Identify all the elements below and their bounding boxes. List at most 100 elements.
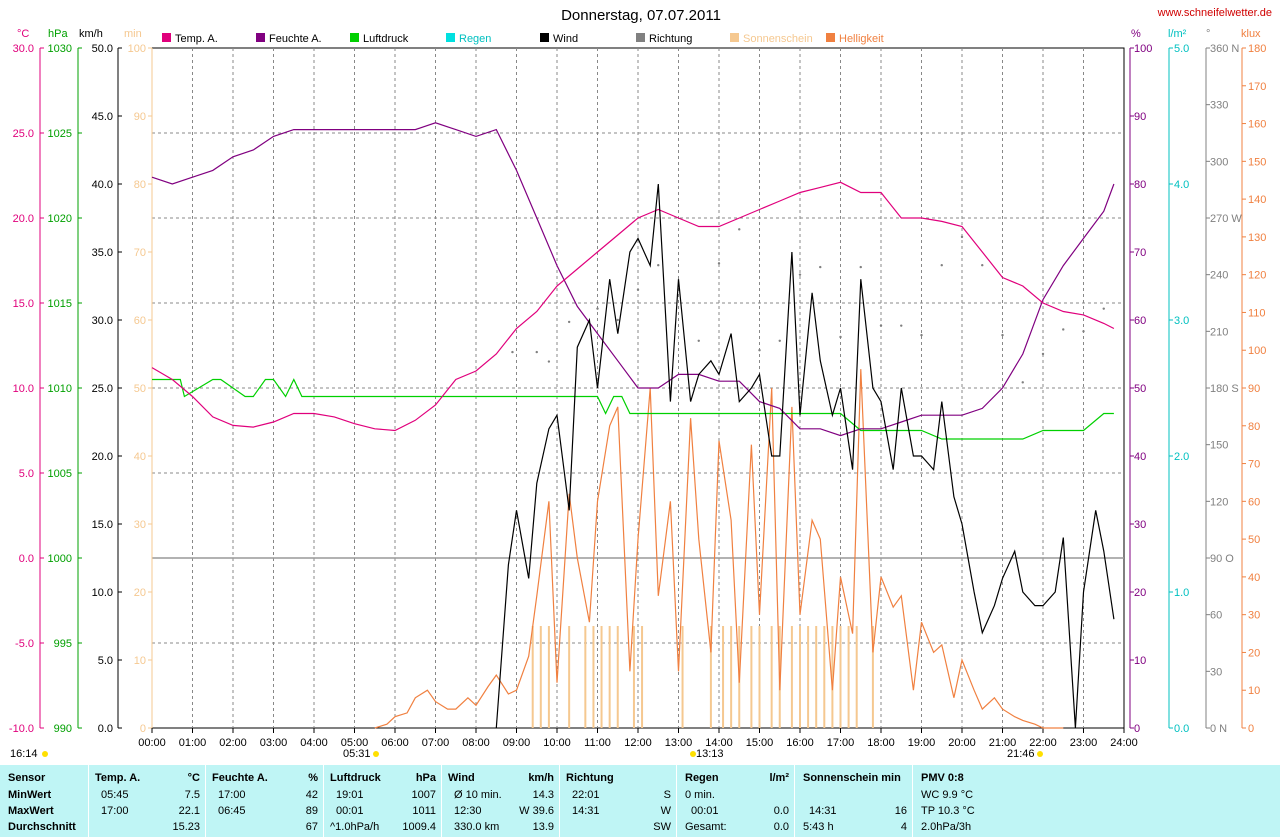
stats-humidity-min-time: 17:00 — [218, 789, 246, 801]
temp-tick-label: 25.0 — [13, 128, 34, 140]
temp-tick-label: 30.0 — [13, 43, 34, 55]
stats-direction-title: Richtung — [566, 772, 614, 784]
rain-tick-label: 3.0 — [1174, 315, 1189, 327]
unit-hpa: hPa — [48, 28, 68, 40]
stats-humidity-max: 89 — [305, 805, 318, 817]
x-tick-label: 14:00 — [705, 737, 733, 749]
humidity-tick-label: 50 — [1134, 383, 1146, 395]
direction-point — [567, 320, 571, 324]
klux-tick-label: 80 — [1248, 421, 1260, 433]
kmh-tick-label: 50.0 — [92, 43, 113, 55]
min-tick-label: 60 — [134, 315, 146, 327]
min-tick-label: 40 — [134, 451, 146, 463]
axis-units: °C hPa km/h min % l/m² ° klux — [17, 28, 1261, 40]
unit-temp: °C — [17, 28, 29, 40]
x-tick-label: 13:00 — [665, 737, 693, 749]
hpa-tick-label: 1005 — [48, 468, 72, 480]
stats-direction-col: Richtung 22:01 S 14:31 W SW — [559, 765, 677, 837]
right-axes: 10090807060504030201005.04.03.02.01.00.0… — [1129, 43, 1266, 735]
direction-point — [717, 262, 721, 265]
stats-rain-max-time: 00:01 — [691, 805, 719, 817]
min-tick-label: 90 — [134, 111, 146, 123]
daylength-sun-icon — [42, 751, 48, 757]
direction-point — [535, 350, 538, 354]
x-tick-label: 12:00 — [624, 737, 652, 749]
legend: Temp. A. Feuchte A. Luftdruck Regen Wind Rich… — [162, 33, 884, 45]
direction-tick-label: 0 N — [1210, 723, 1227, 735]
direction-point — [839, 335, 842, 339]
direction-tick-label: 300 — [1210, 156, 1228, 168]
min-tick-label: 20 — [134, 587, 146, 599]
kmh-tick-label: 0.0 — [98, 723, 113, 735]
stats-pressure-min: 1007 — [411, 789, 436, 801]
klux-tick-label: 170 — [1248, 81, 1266, 93]
stats-direction-min-time: 22:01 — [572, 789, 600, 801]
klux-tick-label: 160 — [1248, 119, 1266, 131]
hpa-tick-label: 1020 — [48, 213, 72, 225]
daylength-label: 16:14 — [10, 748, 38, 760]
stats-table: Sensor MinWert MaxWert Durchschnitt Temp… — [0, 765, 1280, 837]
stats-row-min: MinWert — [8, 789, 52, 801]
stats-direction-min: S — [663, 789, 671, 801]
direction-tick-label: 60 — [1210, 610, 1222, 622]
direction-point — [511, 350, 514, 354]
stats-rain-col: Regen l/m² 0 min. 00:01 0.0 Gesamt: 0.0 — [676, 765, 795, 837]
x-tick-label: 06:00 — [381, 737, 409, 749]
stats-wind-distance: 330.0 km — [454, 821, 500, 833]
stats-sensor-title: Sensor — [8, 772, 46, 784]
hpa-tick-label: 990 — [54, 723, 72, 735]
direction-tick-label: 240 — [1210, 270, 1228, 282]
stats-temp-title: Temp. A. — [95, 772, 141, 784]
legend-label-6: Sonnenschein — [743, 33, 813, 45]
site-link[interactable]: www.schneifelwetter.de — [1157, 7, 1272, 19]
x-tick-label: 05:00 — [341, 737, 369, 749]
x-tick-label: 07:00 — [422, 737, 450, 749]
direction-point — [738, 228, 741, 231]
stats-humidity-avg: 67 — [305, 821, 318, 833]
stats-humidity-min: 42 — [305, 789, 318, 801]
legend-swatch-1 — [256, 33, 265, 42]
kmh-tick-label: 20.0 — [92, 451, 113, 463]
series-luftdruck-line — [152, 378, 1114, 440]
stats-pmv-title: PMV 0:8 — [921, 772, 964, 784]
stats-wind-col: Wind km/h Ø 10 min. 14.3 12:30 W 39.6 33… — [441, 765, 560, 837]
unit-rain: l/m² — [1168, 28, 1187, 40]
rain-tick-label: 0.0 — [1174, 723, 1189, 735]
rain-tick-label: 1.0 — [1174, 587, 1189, 599]
direction-point — [940, 264, 943, 267]
klux-tick-label: 120 — [1248, 270, 1266, 282]
hpa-tick-label: 1015 — [48, 298, 72, 310]
x-tick-label: 16:00 — [786, 737, 814, 749]
legend-swatch-0 — [162, 33, 171, 42]
klux-tick-label: 150 — [1248, 156, 1266, 168]
stats-wind-title: Wind — [448, 772, 475, 784]
klux-tick-label: 50 — [1248, 534, 1260, 546]
stats-direction-avg: SW — [653, 821, 671, 833]
rain-tick-label: 2.0 — [1174, 451, 1189, 463]
unit-klux: klux — [1241, 28, 1261, 40]
direction-point — [778, 339, 781, 342]
stats-pressure-title: Luftdruck — [330, 772, 381, 784]
chart-title: Donnerstag, 07.07.2011 — [561, 7, 721, 24]
klux-tick-label: 90 — [1248, 383, 1260, 395]
left-axes: 30.025.020.015.010.05.00.0-5.0-10.010301… — [9, 43, 153, 735]
min-tick-label: 10 — [134, 655, 146, 667]
direction-point — [1001, 333, 1004, 337]
legend-label-4: Wind — [553, 33, 578, 45]
klux-tick-label: 110 — [1248, 307, 1266, 319]
stats-temp-col: Temp. A. °C 05:45 7.5 17:00 22.1 15.23 — [88, 765, 206, 837]
legend-label-7: Helligkeit — [839, 33, 884, 45]
direction-point — [547, 360, 551, 363]
humidity-tick-label: 60 — [1134, 315, 1146, 327]
stats-pmv-trend: 2.0hPa/3h — [921, 821, 972, 833]
klux-tick-label: 20 — [1248, 647, 1260, 659]
x-tick-label: 20:00 — [948, 737, 976, 749]
humidity-tick-label: 0 — [1134, 723, 1140, 735]
stats-sensor-col: Sensor MinWert MaxWert Durchschnitt — [0, 765, 88, 837]
humidity-tick-label: 70 — [1134, 247, 1146, 259]
direction-point — [616, 318, 619, 322]
legend-label-3: Regen — [459, 33, 491, 45]
min-tick-label: 70 — [134, 247, 146, 259]
x-tick-label: 09:00 — [503, 737, 531, 749]
stats-sunshine-total: 5:43 h — [803, 821, 834, 833]
